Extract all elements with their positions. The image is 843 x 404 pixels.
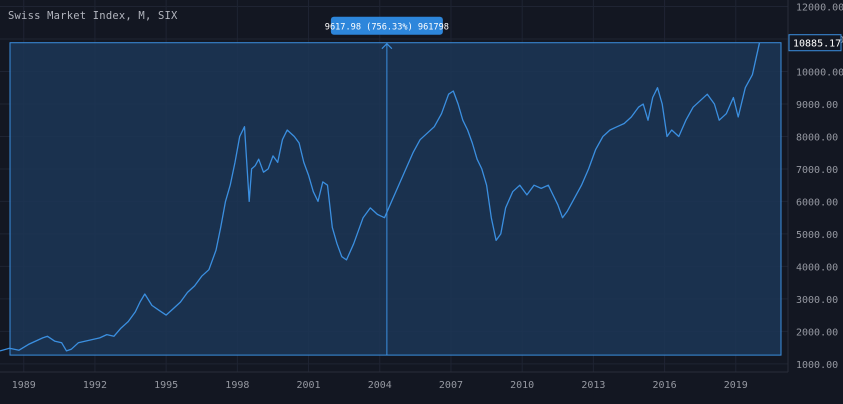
x-tick-label: 2007 [439, 380, 463, 391]
x-tick-label: 1995 [154, 380, 178, 391]
last-value-label-bg [788, 34, 842, 52]
measure-tooltip: 9617.98 (756.33%) 961798 [325, 16, 449, 35]
chart-title: Swiss Market Index, M, SIX [8, 10, 178, 22]
y-tick-label: 7000.00 [796, 165, 838, 176]
x-tick-label: 2004 [368, 380, 392, 391]
measure-tooltip-text: 9617.98 (756.33%) 961798 [325, 23, 449, 33]
y-tick-label: 10000.00 [796, 67, 843, 78]
y-tick-label: 12000.00 [796, 2, 843, 13]
x-tick-label: 2016 [653, 380, 677, 391]
series-line-swiss-market-index[interactable] [0, 42, 761, 352]
y-tick-label: 5000.00 [796, 230, 838, 241]
last-value-text: 10885.17 [793, 39, 841, 50]
x-tick-label: 2013 [581, 380, 605, 391]
x-tick-label: 1989 [12, 380, 36, 391]
x-tick-label: 1998 [225, 380, 249, 391]
x-tick-label: 2010 [510, 380, 534, 391]
y-tick-label: 1000.00 [796, 360, 838, 371]
y-tick-label: 6000.00 [796, 197, 838, 208]
measure-range-rect[interactable] [9, 42, 782, 356]
x-tick-label: 1992 [83, 380, 107, 391]
y-tick-label: 2000.00 [796, 327, 838, 338]
x-tick-label: 2001 [297, 380, 321, 391]
measure-tooltip-bg [330, 16, 443, 35]
y-tick-label: 4000.00 [796, 262, 838, 273]
x-tick-label: 2019 [724, 380, 748, 391]
y-axis[interactable]: 1000.00 2000.00 3000.00 4000.00 5000.00 6000.… [787, 0, 843, 372]
x-axis[interactable]: 1989 1992 1995 1998 2001 2004 2007 2010 2013 2016… [0, 371, 788, 391]
y-tick-label: 9000.00 [796, 100, 838, 111]
y-tick-label: 8000.00 [796, 132, 838, 143]
y-tick-label: 3000.00 [796, 295, 838, 306]
last-value-label: 10885.17 [788, 34, 842, 52]
measure-arrow-icon [381, 42, 393, 50]
